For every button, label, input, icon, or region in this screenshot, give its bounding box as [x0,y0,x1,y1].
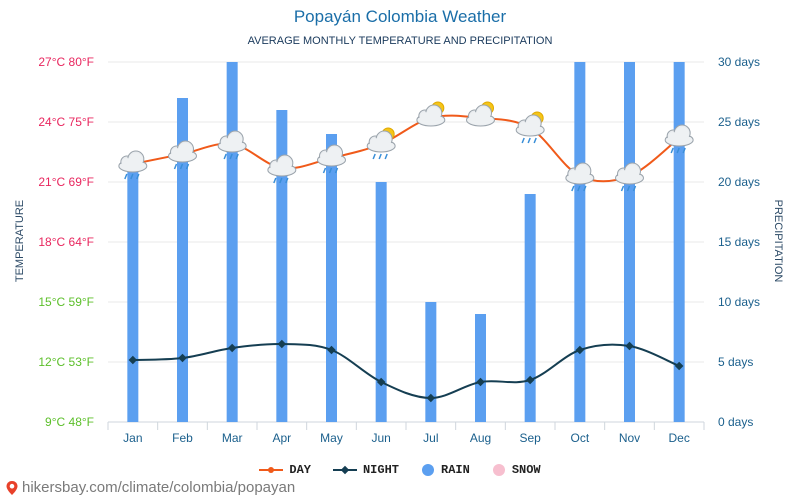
night-point[interactable] [277,339,287,349]
rain-bar[interactable] [425,302,437,422]
source-url: hikersbay.com/climate/colombia/popayan [22,479,296,496]
rain-bar[interactable] [276,110,288,422]
night-point[interactable] [426,393,436,403]
month-label: Jun [371,431,390,445]
rain-bar[interactable] [524,194,536,422]
chart-legend: DAY NIGHT RAIN SNOW [0,463,800,477]
precipitation-tick-label: 30 days [718,55,760,69]
precipitation-tick-label: 0 days [718,415,753,429]
legend-day[interactable]: DAY [259,463,311,477]
month-label: Oct [570,431,589,445]
rain-cloud-icon [565,162,595,192]
rain-bar[interactable] [326,134,337,422]
rain-dot-icon [422,464,434,476]
rain-cloud-icon [168,140,197,170]
night-point[interactable] [327,345,336,355]
source-footer[interactable]: hikersbay.com/climate/colombia/popayan [4,479,295,496]
snow-dot-icon [492,464,505,476]
rain-bar[interactable] [475,314,486,422]
precipitation-tick-label: 20 days [718,175,760,189]
sun-rain-cloud-icon [515,111,545,144]
rain-bar[interactable] [624,62,635,422]
month-label: Dec [668,431,689,445]
night-point[interactable] [178,353,187,363]
month-label: Aug [470,431,491,445]
rain-bar[interactable] [127,158,139,422]
rain-bar[interactable] [673,62,685,422]
night-point[interactable] [625,341,634,351]
precipitation-tick-label: 15 days [718,235,760,249]
night-point[interactable] [525,375,535,385]
precipitation-tick-label: 5 days [718,355,753,369]
precipitation-tick-label: 25 days [718,115,760,129]
month-label: Sep [519,431,541,445]
night-point[interactable] [476,377,485,387]
rain-bar[interactable] [574,62,586,422]
legend-rain-label: RAIN [441,463,470,477]
rain-cloud-icon [615,162,644,192]
legend-day-label: DAY [289,463,311,477]
temperature-tick-label: 15°C 59°F [38,295,94,309]
rain-cloud-icon [664,124,694,154]
month-label: Apr [272,431,291,445]
sun-rain-cloud-icon [366,127,396,160]
rain-cloud-icon [267,154,297,184]
month-label: Nov [619,431,640,445]
rain-bar[interactable] [226,62,238,422]
chart-title: Popayán Colombia Weather [293,7,507,26]
temperature-tick-label: 21°C 69°F [38,175,94,189]
rain-cloud-icon [317,144,346,174]
legend-rain[interactable]: RAIN [421,463,470,477]
legend-night-label: NIGHT [362,463,399,477]
chart-subtitle: AVERAGE MONTHLY TEMPERATURE AND PRECIPIT… [247,35,553,47]
rain-cloud-icon [118,150,148,180]
rain-cloud-icon [217,130,247,160]
night-point[interactable] [575,345,585,355]
night-point[interactable] [227,343,237,353]
month-label: Jan [123,431,142,445]
night-point[interactable] [674,361,684,371]
night-line-icon [332,465,357,475]
sun-cloud-icon [466,101,495,127]
night-point[interactable] [128,355,138,365]
rain-bar[interactable] [177,98,188,422]
precipitation-tick-label: 10 days [718,295,760,309]
legend-snow-label: SNOW [511,463,541,477]
temperature-tick-label: 12°C 53°F [38,355,94,369]
location-pin-icon [6,480,18,495]
night-temperature-line [132,342,680,400]
temperature-tick-label: 24°C 75°F [38,115,94,129]
month-label: Mar [222,431,243,445]
month-label: Feb [172,431,193,445]
legend-snow[interactable]: SNOW [492,463,541,477]
month-label: Jul [423,431,438,445]
legend-night[interactable]: NIGHT [332,463,399,477]
temperature-tick-label: 18°C 64°F [38,235,94,249]
day-line-icon [259,467,284,473]
day-temperature-line [132,114,680,183]
rain-bar[interactable] [375,182,387,422]
night-point[interactable] [376,377,386,387]
temperature-tick-label: 9°C 48°F [45,415,94,429]
sun-cloud-icon [416,101,446,127]
temperature-tick-label: 27°C 80°F [38,55,94,69]
month-label: May [320,431,343,445]
